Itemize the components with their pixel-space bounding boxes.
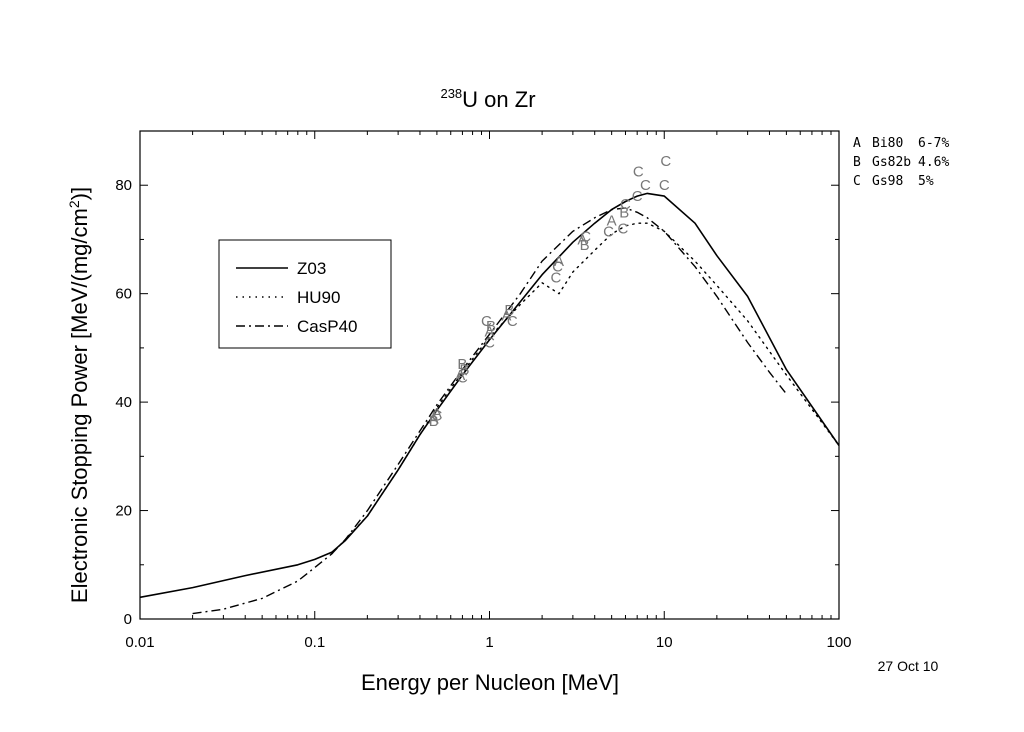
data-point-a: A	[429, 410, 439, 427]
data-point-b: B	[619, 204, 629, 221]
data-point-c: C	[632, 188, 643, 205]
reference-list: A Bi80 6-7% B Gs82b 4.6% C Gs98 5%	[853, 136, 949, 189]
data-point-c: C	[660, 153, 671, 170]
series-line-casp40	[192, 207, 787, 615]
data-point-c: C	[507, 313, 518, 330]
series-curves	[139, 192, 840, 615]
data-point-c: C	[617, 221, 628, 238]
data-point-a: A	[432, 405, 442, 422]
data-point-b: B	[504, 302, 514, 319]
legend-label-z03: Z03	[297, 259, 326, 278]
x-tick-label: 1	[485, 634, 493, 651]
date-stamp: 27 Oct 10	[878, 658, 939, 674]
data-point-a: A	[554, 253, 564, 270]
data-point-a: A	[484, 324, 494, 341]
data-point-c: C	[484, 334, 495, 351]
x-axis-label: Energy per Nucleon [MeV]	[361, 670, 619, 695]
data-point-c: C	[633, 164, 644, 181]
data-point-c: C	[552, 259, 563, 276]
title-text: U on Zr	[462, 87, 535, 112]
x-tick-label: 0.1	[304, 634, 325, 651]
data-point-c: C	[457, 370, 468, 387]
axis-ticks	[139, 131, 840, 620]
legend-label-casp40: CasP40	[297, 317, 357, 336]
y-tick-label: 80	[115, 177, 132, 194]
reference-error: 5%	[918, 174, 934, 189]
reference-key: C	[853, 174, 861, 189]
y-axis-label-main: Electronic Stopping Power [MeV/(mg/cm	[67, 208, 92, 603]
data-point-c: C	[640, 177, 651, 194]
legend-box	[218, 239, 392, 349]
chart-title: 238U on Zr	[440, 86, 535, 112]
data-point-c: C	[620, 196, 631, 213]
reference-key: A	[853, 136, 861, 151]
data-point-b: B	[457, 356, 467, 373]
y-tick-label: 60	[115, 286, 132, 303]
data-point-a: A	[455, 367, 465, 384]
data-point-b: B	[580, 237, 590, 254]
data-point-b: B	[429, 413, 439, 430]
x-tick-label: 100	[826, 634, 851, 651]
data-point-a: A	[577, 231, 587, 248]
y-tick-label: 20	[115, 503, 132, 520]
data-point-c: C	[659, 177, 670, 194]
legend-label-hu90: HU90	[297, 288, 340, 307]
axis-tick-labels: 0.01 0.1 1 10 100 0 20 40 60 80	[115, 177, 851, 651]
legend: Z03 HU90 CasP40	[218, 239, 392, 349]
x-tick-label: 0.01	[125, 634, 154, 651]
reference-name: Gs82b	[872, 155, 911, 170]
y-axis-label-end: )]	[67, 187, 92, 200]
y-axis-label: Electronic Stopping Power [MeV/(mg/cm2)]	[66, 187, 92, 603]
data-point-c: C	[481, 313, 492, 330]
y-tick-label: 40	[115, 394, 132, 411]
data-point-a: A	[607, 212, 617, 229]
data-point-b: B	[486, 318, 496, 335]
data-point-a: A	[501, 307, 511, 324]
y-tick-label: 0	[124, 611, 132, 628]
plot-border	[139, 130, 840, 620]
x-tick-label: 10	[656, 634, 673, 651]
series-line-hu90	[331, 222, 840, 555]
reference-error: 4.6%	[918, 155, 949, 170]
reference-name: Gs98	[872, 174, 903, 189]
plot-frame	[139, 130, 840, 620]
reference-error: 6-7%	[918, 136, 949, 151]
series-line-z03	[139, 192, 840, 599]
data-point-b: B	[460, 362, 470, 379]
data-point-c: C	[551, 269, 562, 286]
title-superscript: 238	[440, 86, 462, 101]
data-point-c: C	[431, 408, 442, 425]
data-point-c: C	[603, 223, 614, 240]
reference-name: Bi80	[872, 136, 903, 151]
data-point-c: C	[580, 229, 591, 246]
reference-key: B	[853, 155, 861, 170]
y-axis-label-superscript: 2	[66, 200, 82, 208]
